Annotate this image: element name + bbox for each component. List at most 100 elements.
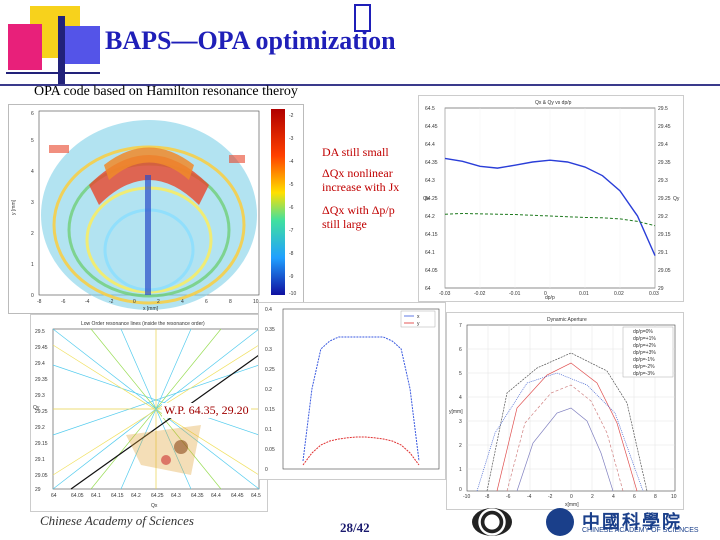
chrom-left-tick: 64.35	[425, 160, 438, 166]
svg-text:-2: -2	[548, 494, 553, 500]
cb-tick: -6	[289, 205, 294, 211]
svg-text:3: 3	[31, 200, 34, 206]
svg-text:2: 2	[157, 299, 160, 305]
tune-title: Low Order resonance lines (inside the re…	[81, 321, 205, 327]
tune-x-ticks: 64 64.05 64.1 64.15 64.2 64.25 64.3 64.3…	[51, 493, 261, 499]
chrom-left-tick: 64.45	[425, 124, 438, 130]
da-lines	[302, 336, 420, 466]
svg-text:-10: -10	[463, 494, 470, 500]
svg-text:5: 5	[31, 138, 34, 144]
svg-text:64.15: 64.15	[111, 493, 124, 499]
svg-text:64.1: 64.1	[91, 493, 101, 499]
cas-logo-subtext: CHINESE ACADEMY OF SCIENCES	[582, 527, 699, 534]
da-y-tick: 0.35	[265, 327, 275, 333]
svg-text:64.25: 64.25	[151, 493, 164, 499]
svg-text:8: 8	[654, 494, 657, 500]
svg-text:64.4: 64.4	[211, 493, 221, 499]
footer-institution: Chinese Academy of Sciences	[40, 513, 194, 528]
svg-text:2: 2	[591, 494, 594, 500]
chrom-right-tick: 29.1	[658, 250, 668, 256]
chrom-left-tick: 64.4	[425, 142, 435, 148]
svg-text:dp/p=+2%: dp/p=+2%	[633, 343, 656, 349]
resonance-lines	[52, 328, 260, 490]
svg-text:29.15: 29.15	[35, 441, 48, 447]
svg-text:dp/p=+3%: dp/p=+3%	[633, 350, 656, 356]
cb-tick: -5	[289, 182, 294, 188]
chrom-x-tick: -0.02	[474, 291, 486, 297]
da2-curves	[476, 352, 648, 492]
svg-text:7: 7	[459, 323, 462, 329]
svg-text:64.35: 64.35	[191, 493, 204, 499]
da-series-line-y	[302, 436, 420, 466]
da-y-tick: 0.3	[265, 347, 272, 353]
svg-text:dp/p=-1%: dp/p=-1%	[633, 357, 655, 363]
qy-series-line	[444, 212, 656, 227]
chrom-right-tick: 29.5	[658, 106, 668, 112]
cas-logo-text: 中國科學院	[582, 512, 682, 532]
svg-text:dp/p=0%: dp/p=0%	[633, 329, 653, 335]
svg-text:0: 0	[459, 487, 462, 493]
da-y-tick: 0.15	[265, 407, 275, 413]
svg-text:29.4: 29.4	[35, 361, 45, 367]
svg-text:-6: -6	[61, 299, 66, 305]
svg-text:dp/p=-2%: dp/p=-2%	[633, 364, 655, 370]
da2-xlabel: x[mm]	[565, 502, 579, 508]
chrom-left-ticks: 64.5 64.45 64.4 64.35 64.3 64.25 64.2 64.15 64.1…	[425, 106, 438, 292]
da-y-tick: 0	[265, 467, 268, 473]
institute-emblem-icon	[472, 508, 512, 536]
chrom-lines	[444, 157, 656, 256]
da-y-tick: 0.25	[265, 367, 275, 373]
chrom-x-tick: 0.02	[614, 291, 624, 297]
svg-text:6: 6	[459, 347, 462, 353]
svg-text:4: 4	[459, 395, 462, 401]
svg-text:6: 6	[31, 111, 34, 117]
page-number: 28/42	[340, 520, 370, 535]
chrom-left-tick: 64.2	[425, 214, 435, 220]
chrom-right-tick: 29.4	[658, 142, 668, 148]
svg-text:x: x	[417, 314, 420, 320]
dynamic-aperture-plot: Dynamic Aperture dp/p=0% dp/p=+1% dp/p=+…	[446, 312, 684, 510]
chrom-title: Qx & Qy vs dp/p	[535, 100, 572, 106]
svg-text:29.3: 29.3	[35, 393, 45, 399]
cb-tick: -10	[289, 291, 296, 297]
fma-ylabel: y [mm]	[11, 199, 17, 215]
svg-text:64.2: 64.2	[131, 493, 141, 499]
svg-text:29.2: 29.2	[35, 425, 45, 431]
svg-text:0: 0	[570, 494, 573, 500]
fma-x-ticks: -8 -6 -4 -2 0 2 4 6 8 10	[37, 299, 259, 305]
logo-block	[6, 6, 102, 84]
chrom-right-tick: 29.25	[658, 196, 671, 202]
svg-text:-4: -4	[85, 299, 90, 305]
svg-text:-2: -2	[109, 299, 114, 305]
svg-text:10: 10	[253, 299, 259, 305]
chrom-left-tick: 64.05	[425, 268, 438, 274]
chrom-right-tick: 29.15	[658, 232, 671, 238]
svg-text:64: 64	[51, 493, 57, 499]
qx-series-line	[444, 157, 656, 256]
svg-text:4: 4	[31, 169, 34, 175]
cb-tick: -4	[289, 159, 294, 165]
fma-y-ticks: 0 1 2 3 4 5 6	[31, 111, 34, 299]
da-y-tick: 0.05	[265, 447, 275, 453]
chrom-x-tick: -0.03	[439, 291, 451, 297]
subtitle: OPA code based on Hamilton resonance the…	[34, 84, 298, 99]
cb-tick: -8	[289, 251, 294, 257]
svg-text:29.1: 29.1	[35, 457, 45, 463]
svg-text:29.25: 29.25	[35, 409, 48, 415]
da-legend: x y	[400, 310, 436, 328]
chrom-right-tick: 29.35	[658, 160, 671, 166]
chrom-right-tick: 29.05	[658, 268, 671, 274]
tune-xlabel: Qx	[151, 503, 158, 509]
svg-text:2: 2	[31, 231, 34, 237]
chrom-left-tick: 64.5	[425, 106, 435, 112]
note-da-small: DA still small	[322, 145, 389, 159]
da-y-tick: 0.4	[265, 307, 272, 313]
chrom-left-tick: 64.3	[425, 178, 435, 184]
svg-text:-8: -8	[37, 299, 42, 305]
svg-text:3: 3	[459, 419, 462, 425]
page-title: BAPS—OPA optimization	[105, 26, 396, 55]
chrom-left-tick: 64.15	[425, 232, 438, 238]
chrom-x-tick: 0	[544, 291, 547, 297]
svg-text:1: 1	[31, 262, 34, 268]
svg-text:-8: -8	[485, 494, 490, 500]
